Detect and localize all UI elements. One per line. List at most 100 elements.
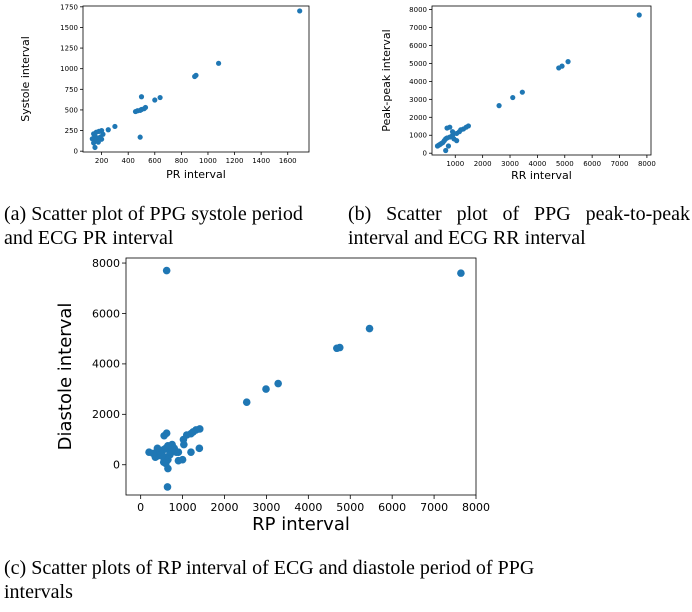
plot-frame xyxy=(431,5,652,156)
data-point xyxy=(112,123,118,130)
data-point xyxy=(496,103,502,109)
data-point xyxy=(180,440,188,449)
y-tick-label: 750 xyxy=(65,86,78,94)
data-point xyxy=(443,147,449,154)
caption-a: (a) Scatter plot of PPG systole period a… xyxy=(4,203,303,249)
y-tick-label: 5000 xyxy=(409,60,427,68)
y-tick-label: 0 xyxy=(74,148,78,156)
data-point xyxy=(168,445,176,454)
x-tick-label: 800 xyxy=(175,157,188,165)
x-tick-label: 5000 xyxy=(336,501,364,514)
y-axis-label: Peak-peak interval xyxy=(380,29,393,131)
data-point xyxy=(92,144,98,151)
y-tick-label: 4000 xyxy=(409,78,427,86)
data-point xyxy=(163,483,172,491)
data-point xyxy=(187,448,195,456)
x-tick-label: 1200 xyxy=(226,157,244,165)
y-tick-label: 1000 xyxy=(60,65,78,73)
y-axis-label: Diastole interval xyxy=(55,303,76,451)
y-tick-label: 1250 xyxy=(60,45,78,53)
data-point xyxy=(149,449,158,458)
data-point xyxy=(556,65,562,71)
y-tick-label: 8000 xyxy=(409,6,427,14)
y-tick-label: 3000 xyxy=(409,96,427,104)
data-point xyxy=(164,464,172,473)
y-tick-label: 2000 xyxy=(92,408,120,421)
data-point xyxy=(297,8,303,14)
data-point xyxy=(95,139,101,145)
data-point xyxy=(174,456,183,465)
x-tick-label: 600 xyxy=(148,157,161,165)
data-point xyxy=(333,344,341,353)
data-point xyxy=(565,59,571,65)
x-tick-label: 5000 xyxy=(556,160,574,168)
y-tick-label: 4000 xyxy=(92,358,120,371)
scatter-plot-b: 1000 2000 3000 4000 5000 6000 7000 8000 0 1000 200… xyxy=(380,5,656,182)
data-point xyxy=(457,269,465,277)
data-point xyxy=(510,94,516,101)
plot-frame xyxy=(125,257,477,496)
y-tick-label: 6000 xyxy=(409,42,427,50)
x-tick-label: 1400 xyxy=(252,157,270,165)
data-point xyxy=(434,143,441,149)
data-point xyxy=(162,266,171,275)
caption-b: (b) Scatter plot of PPG peak-to-peak int… xyxy=(348,203,690,249)
x-tick-label: 4000 xyxy=(528,160,546,168)
x-axis-label: PR interval xyxy=(166,168,226,181)
y-tick-label: 500 xyxy=(65,106,78,114)
data-point xyxy=(132,108,139,115)
data-point xyxy=(137,134,143,140)
caption-c: (c) Scatter plots of RP interval of ECG … xyxy=(4,557,535,603)
x-tick-label: 3000 xyxy=(252,501,280,514)
data-point xyxy=(636,12,642,18)
y-tick-label: 8000 xyxy=(92,257,120,270)
x-tick-label: 4000 xyxy=(294,501,322,514)
x-tick-label: 1000 xyxy=(446,160,464,168)
x-tick-label: 8000 xyxy=(638,160,656,168)
y-tick-label: 0 xyxy=(113,459,120,472)
data-point xyxy=(138,94,145,100)
x-tick-label: 200 xyxy=(95,157,108,165)
y-tick-label: 1000 xyxy=(409,132,427,140)
x-tick-label: 1000 xyxy=(199,157,217,165)
data-point xyxy=(262,385,270,393)
x-tick-label: 8000 xyxy=(462,501,490,514)
y-axis-label: Systole interval xyxy=(19,36,32,122)
data-point xyxy=(152,97,158,103)
x-tick-label: 2000 xyxy=(474,160,492,168)
x-tick-label: 1600 xyxy=(279,157,297,165)
x-tick-label: 0 xyxy=(137,501,144,514)
y-tick-label: 7000 xyxy=(409,24,427,32)
scatter-plot-a: 200 400 600 800 1000 1200 1400 1600 0 250 500 750 10… xyxy=(19,3,310,181)
x-tick-label: 400 xyxy=(122,157,135,165)
x-tick-label: 2000 xyxy=(211,501,239,514)
y-tick-label: 1750 xyxy=(60,3,78,11)
data-point xyxy=(519,89,525,95)
x-axis-label: RR interval xyxy=(511,169,572,182)
data-point xyxy=(454,130,460,137)
data-point xyxy=(91,140,97,146)
scatter-plot-c: 0 1000 2000 3000 4000 5000 6000 7000 8000 0 2000 40… xyxy=(55,257,490,535)
x-tick-label: 7000 xyxy=(420,501,448,514)
data-point xyxy=(216,60,222,66)
data-point xyxy=(449,129,456,135)
y-tick-label: 1500 xyxy=(60,24,78,32)
x-tick-label: 1000 xyxy=(169,501,197,514)
y-tick-label: 2000 xyxy=(409,114,427,122)
x-axis-label: RP interval xyxy=(252,514,350,535)
data-point xyxy=(365,324,374,333)
data-point xyxy=(195,444,204,453)
data-point xyxy=(153,444,162,453)
y-tick-label: 250 xyxy=(65,127,78,135)
y-tick-label: 6000 xyxy=(92,307,120,320)
data-point xyxy=(160,431,168,440)
data-point xyxy=(444,125,450,131)
plot-frame xyxy=(82,5,310,153)
x-tick-label: 6000 xyxy=(583,160,601,168)
data-point xyxy=(274,379,282,388)
y-tick-label: 0 xyxy=(423,150,427,158)
x-tick-label: 6000 xyxy=(378,501,406,514)
x-tick-label: 7000 xyxy=(611,160,629,168)
x-tick-label: 3000 xyxy=(501,160,519,168)
